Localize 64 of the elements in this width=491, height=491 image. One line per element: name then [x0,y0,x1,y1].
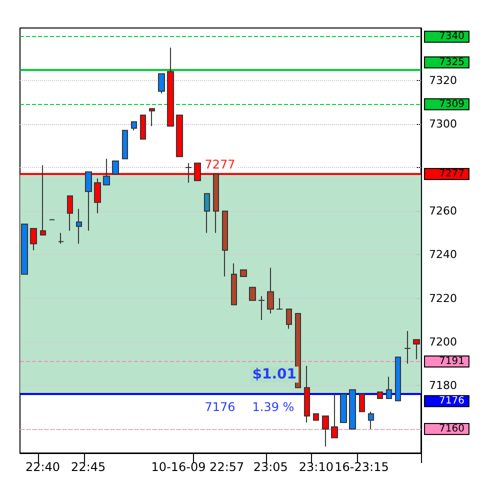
candlestick [58,232,64,244]
candlestick [240,269,247,277]
x-tick-label: 23:05 [253,460,288,474]
y-tick-label: 7300 [429,117,457,130]
candlestick [122,130,128,160]
ref-line-label: 7160 [439,424,464,435]
y-tick-label: 7200 [429,335,457,348]
candlestick [30,228,37,251]
ref-line-label: 7277 [439,168,464,180]
ref-line-label: 7340 [439,31,464,42]
candlestick [103,158,110,186]
candlestick [140,114,146,140]
ref-line-label: 7309 [439,98,464,110]
annotation: 7277 [204,158,236,172]
candlestick [377,391,383,400]
candlestick [368,411,374,430]
candlestick [204,193,210,234]
candlestick [222,210,228,277]
y-tick-label: 7240 [429,248,457,262]
candlestick [413,339,420,360]
candlestick [176,114,183,158]
x-tick-label: 22:45 [71,460,106,474]
candlestick [231,262,237,306]
x-tick-label: 23:10 [298,460,334,474]
candlestick [349,389,356,430]
candlestick [167,47,174,127]
candlestick [331,394,338,438]
candlestick [258,296,265,321]
candlestick [322,415,329,447]
x-tick-label: 16-23:15 [334,460,389,474]
x-tick-label: 10-16-09 22:57 [151,460,244,474]
ref-line-label: 7191 [439,356,464,367]
candlestick [94,178,101,214]
candlestick [304,365,310,423]
candlestick [213,174,219,234]
y-tick-label: 7320 [429,74,457,87]
annotation: $1.01 [252,366,297,383]
candlestick [149,108,155,127]
candlestick [67,195,73,232]
candlestick [112,160,119,175]
candlestick [249,286,256,301]
candlestick [395,356,401,402]
y-tick-label: 7260 [429,204,457,218]
candlestick [158,73,165,94]
candlestick [76,208,82,244]
candlestick [85,171,92,232]
y-tick-label: 7180 [429,378,457,392]
candlestick [313,413,319,421]
candlestick [359,394,365,412]
candlestick [276,298,283,310]
y-tick-label: 7220 [429,292,457,305]
annotation: 1.39 % [252,400,294,414]
candlestick [340,394,347,423]
candlestick [386,376,392,400]
candlestick [286,308,292,330]
candlestick [404,330,411,364]
x-tick-label: 22:40 [25,460,60,474]
candlestick [21,224,28,275]
annotation: 7176 [204,400,236,414]
candlestick [267,267,274,314]
candlestick [131,121,137,131]
ref-line-label: 7325 [439,56,464,68]
ref-line-label: 7176 [439,396,464,407]
candlestick [185,162,192,184]
